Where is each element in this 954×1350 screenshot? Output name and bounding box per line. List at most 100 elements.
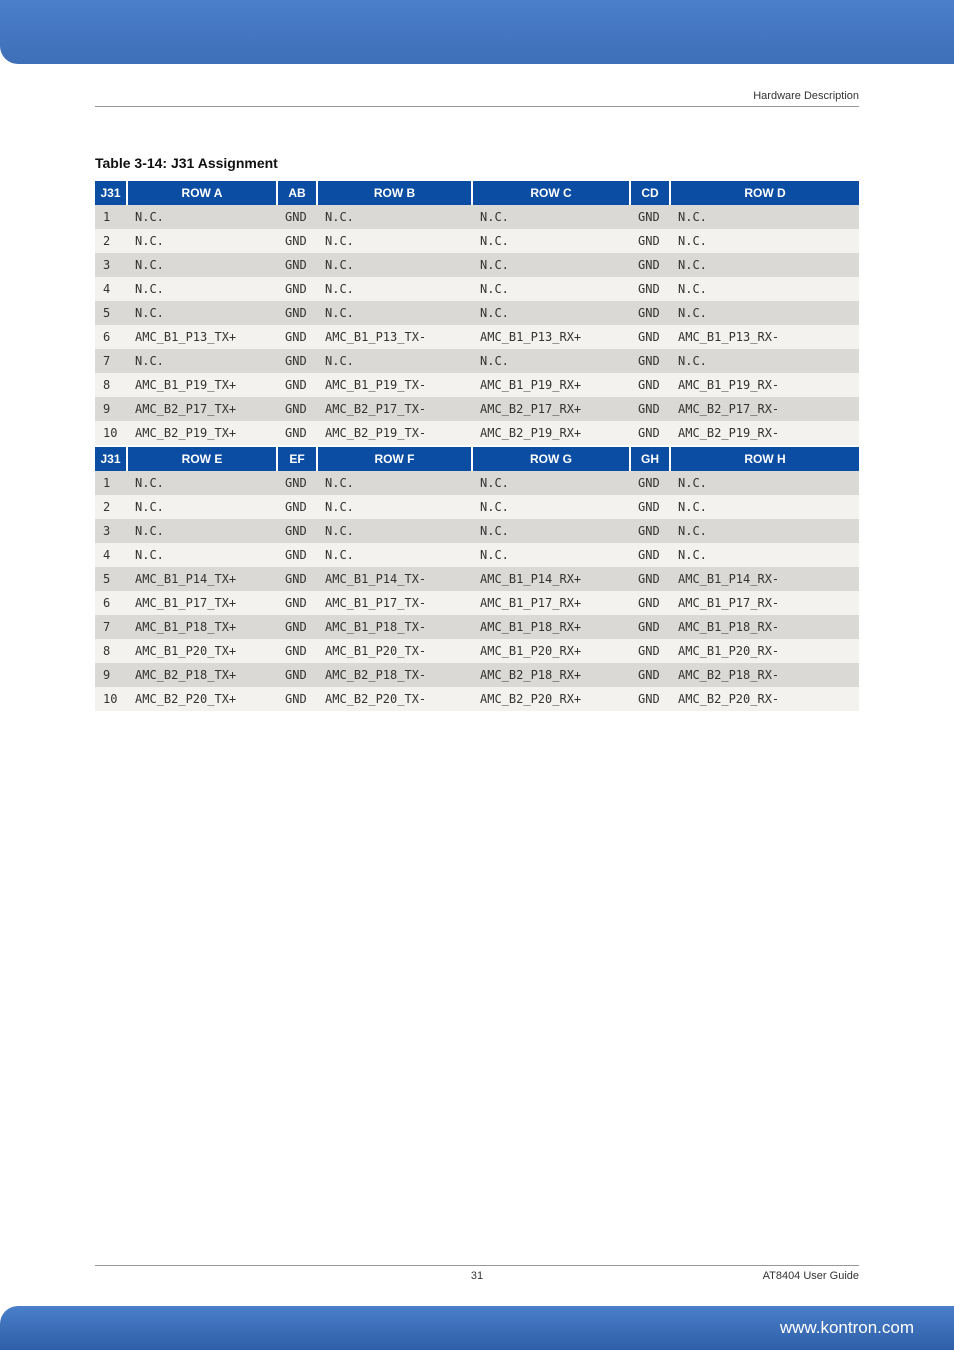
- footer-page-number: 31: [471, 1270, 483, 1282]
- table-row: 4N.C.GNDN.C.N.C.GNDN.C.: [95, 277, 859, 301]
- table-cell: N.C.: [317, 301, 472, 325]
- table-cell: AMC_B1_P17_TX+: [127, 591, 277, 615]
- table-cell: AMC_B1_P17_TX-: [317, 591, 472, 615]
- table-row: 8AMC_B1_P20_TX+GNDAMC_B1_P20_TX-AMC_B1_P…: [95, 639, 859, 663]
- assignment-table: J31ROW AABROW BROW CCDROW D1N.C.GNDN.C.N…: [95, 181, 859, 711]
- table-cell: 5: [95, 301, 127, 325]
- table-cell: GND: [277, 229, 317, 253]
- table-cell: N.C.: [317, 495, 472, 519]
- table-cell: 7: [95, 349, 127, 373]
- table-cell: AMC_B1_P19_RX-: [670, 373, 859, 397]
- table-cell: N.C.: [472, 543, 630, 567]
- table-cell: N.C.: [472, 253, 630, 277]
- table-cell: GND: [277, 663, 317, 687]
- table-cell: 10: [95, 687, 127, 711]
- table-cell: GND: [630, 301, 670, 325]
- table-cell: GND: [277, 615, 317, 639]
- table-row: 9AMC_B2_P18_TX+GNDAMC_B2_P18_TX-AMC_B2_P…: [95, 663, 859, 687]
- table-cell: GND: [277, 639, 317, 663]
- table-cell: 6: [95, 325, 127, 349]
- table-row: 6AMC_B1_P13_TX+GNDAMC_B1_P13_TX-AMC_B1_P…: [95, 325, 859, 349]
- table-cell: N.C.: [472, 495, 630, 519]
- table-cell: N.C.: [670, 253, 859, 277]
- page-footer: 31 AT8404 User Guide: [95, 1265, 859, 1282]
- table-cell: GND: [277, 397, 317, 421]
- table-cell: N.C.: [670, 543, 859, 567]
- table-cell: N.C.: [472, 205, 630, 229]
- table-cell: N.C.: [472, 349, 630, 373]
- footer-url: www.kontron.com: [780, 1318, 914, 1338]
- table-cell: GND: [630, 229, 670, 253]
- table-cell: 7: [95, 615, 127, 639]
- table-cell: AMC_B2_P20_RX-: [670, 687, 859, 711]
- table-cell: GND: [630, 277, 670, 301]
- table-cell: N.C.: [127, 543, 277, 567]
- table-header-cell: J31: [95, 181, 127, 205]
- table-cell: 8: [95, 373, 127, 397]
- table-cell: N.C.: [127, 229, 277, 253]
- table-cell: N.C.: [670, 301, 859, 325]
- table-cell: N.C.: [670, 495, 859, 519]
- table-cell: AMC_B1_P13_RX+: [472, 325, 630, 349]
- table-row: 10AMC_B2_P20_TX+GNDAMC_B2_P20_TX-AMC_B2_…: [95, 687, 859, 711]
- table-row: 10AMC_B2_P19_TX+GNDAMC_B2_P19_TX-AMC_B2_…: [95, 421, 859, 446]
- table-cell: N.C.: [317, 349, 472, 373]
- table-cell: GND: [630, 567, 670, 591]
- table-cell: 2: [95, 229, 127, 253]
- table-cell: 8: [95, 639, 127, 663]
- table-cell: N.C.: [472, 277, 630, 301]
- table-header-cell: GH: [630, 446, 670, 471]
- table-cell: AMC_B1_P20_TX+: [127, 639, 277, 663]
- table-cell: N.C.: [317, 229, 472, 253]
- table-cell: AMC_B1_P17_RX+: [472, 591, 630, 615]
- table-cell: GND: [277, 301, 317, 325]
- table-cell: GND: [277, 253, 317, 277]
- table-cell: GND: [630, 495, 670, 519]
- table-row: 5AMC_B1_P14_TX+GNDAMC_B1_P14_TX-AMC_B1_P…: [95, 567, 859, 591]
- table-cell: N.C.: [472, 471, 630, 495]
- table-header-cell: ROW H: [670, 446, 859, 471]
- table-cell: AMC_B2_P19_TX+: [127, 421, 277, 446]
- table-cell: AMC_B2_P17_TX-: [317, 397, 472, 421]
- table-cell: N.C.: [127, 205, 277, 229]
- table-cell: AMC_B2_P18_TX-: [317, 663, 472, 687]
- table-cell: AMC_B1_P20_TX-: [317, 639, 472, 663]
- table-cell: N.C.: [127, 253, 277, 277]
- table-cell: AMC_B1_P14_TX+: [127, 567, 277, 591]
- table-cell: GND: [630, 373, 670, 397]
- table-cell: 3: [95, 253, 127, 277]
- table-row: 1N.C.GNDN.C.N.C.GNDN.C.: [95, 471, 859, 495]
- table-cell: AMC_B2_P18_RX+: [472, 663, 630, 687]
- table-header-cell: ROW F: [317, 446, 472, 471]
- table-cell: GND: [630, 349, 670, 373]
- table-cell: GND: [277, 471, 317, 495]
- table-cell: N.C.: [317, 543, 472, 567]
- table-cell: AMC_B2_P17_RX-: [670, 397, 859, 421]
- table-cell: N.C.: [317, 519, 472, 543]
- table-cell: GND: [277, 567, 317, 591]
- table-cell: GND: [630, 543, 670, 567]
- table-row: 8AMC_B1_P19_TX+GNDAMC_B1_P19_TX-AMC_B1_P…: [95, 373, 859, 397]
- table-cell: GND: [277, 543, 317, 567]
- table-cell: GND: [277, 349, 317, 373]
- table-cell: AMC_B1_P18_RX+: [472, 615, 630, 639]
- table-caption: Table 3-14: J31 Assignment: [95, 155, 859, 171]
- table-row: 5N.C.GNDN.C.N.C.GNDN.C.: [95, 301, 859, 325]
- table-header-cell: AB: [277, 181, 317, 205]
- table-cell: GND: [277, 495, 317, 519]
- table-header-cell: ROW E: [127, 446, 277, 471]
- table-cell: AMC_B1_P20_RX+: [472, 639, 630, 663]
- table-cell: AMC_B1_P18_TX+: [127, 615, 277, 639]
- table-cell: N.C.: [670, 205, 859, 229]
- table-cell: GND: [277, 591, 317, 615]
- table-cell: 1: [95, 471, 127, 495]
- table-header-cell: ROW A: [127, 181, 277, 205]
- table-cell: N.C.: [127, 519, 277, 543]
- table-cell: GND: [277, 325, 317, 349]
- table-cell: AMC_B1_P18_TX-: [317, 615, 472, 639]
- table-header-cell: CD: [630, 181, 670, 205]
- table-cell: AMC_B1_P17_RX-: [670, 591, 859, 615]
- table-cell: 3: [95, 519, 127, 543]
- table-cell: 9: [95, 397, 127, 421]
- table-cell: AMC_B2_P17_TX+: [127, 397, 277, 421]
